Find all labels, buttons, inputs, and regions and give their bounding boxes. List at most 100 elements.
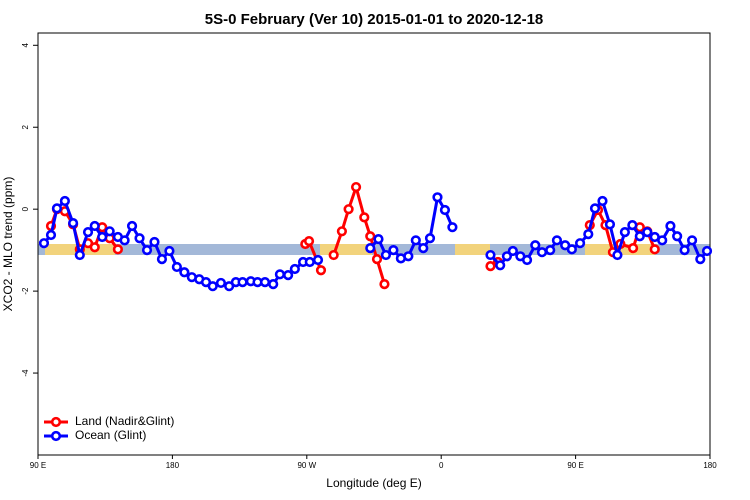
data-point xyxy=(373,233,384,245)
data-point xyxy=(627,220,638,231)
x-tick-label: 0 xyxy=(439,461,444,470)
data-point xyxy=(336,226,347,237)
data-point xyxy=(215,277,227,289)
data-point xyxy=(701,245,713,257)
data-point xyxy=(141,245,153,256)
data-point xyxy=(604,219,616,230)
legend-marker xyxy=(50,416,62,428)
data-point xyxy=(171,261,182,273)
data-point xyxy=(447,222,458,233)
data-point xyxy=(403,251,414,262)
x-tick-label: 90 E xyxy=(30,461,46,470)
data-point xyxy=(612,249,623,261)
data-point xyxy=(597,195,608,207)
y-tick-label: 0 xyxy=(21,206,30,211)
data-point xyxy=(237,277,248,288)
data-point xyxy=(686,235,698,246)
data-point xyxy=(657,235,668,246)
y-tick-label: 2 xyxy=(21,124,30,129)
data-point xyxy=(365,231,376,242)
data-point xyxy=(59,195,70,207)
data-point xyxy=(126,220,138,232)
data-point xyxy=(283,270,294,281)
data-point xyxy=(315,265,327,276)
data-point xyxy=(289,263,300,275)
data-point xyxy=(551,235,563,246)
data-point xyxy=(642,227,653,238)
data-point xyxy=(574,238,586,249)
x-axis-label: Longitude (deg E) xyxy=(326,476,421,490)
x-tick-label: 90 W xyxy=(297,461,316,470)
data-point xyxy=(134,233,145,244)
data-point xyxy=(89,242,100,253)
data-point xyxy=(82,227,94,238)
data-point xyxy=(51,203,63,214)
data-point xyxy=(566,244,577,255)
y-axis-label: XCO2 - MLO trend (ppm) xyxy=(1,177,15,312)
data-point xyxy=(365,242,376,254)
data-point xyxy=(424,233,436,244)
data-point xyxy=(589,203,601,214)
data-point xyxy=(112,244,123,255)
x-tick-label: 180 xyxy=(703,461,717,470)
data-point xyxy=(149,236,160,248)
data-point xyxy=(359,212,370,223)
data-point xyxy=(268,279,279,290)
y-tick-label: -4 xyxy=(21,369,30,377)
data-point xyxy=(179,267,190,278)
plot-frame xyxy=(37,32,711,456)
data-point xyxy=(695,254,706,265)
data-point xyxy=(495,260,506,271)
data-point xyxy=(583,229,594,240)
data-point xyxy=(410,235,421,246)
data-point xyxy=(649,244,660,255)
data-point xyxy=(379,279,390,290)
land-band xyxy=(320,244,372,255)
data-point xyxy=(521,254,533,266)
data-point xyxy=(507,245,518,257)
y-tick-label: 4 xyxy=(21,43,30,48)
data-point xyxy=(627,242,639,254)
data-point xyxy=(530,240,541,251)
data-point xyxy=(672,231,683,242)
data-point xyxy=(259,277,271,288)
data-point xyxy=(67,218,79,229)
legend: Land (Nadir&Glint)Ocean (Glint) xyxy=(44,414,174,442)
data-point xyxy=(388,245,399,256)
data-point xyxy=(45,229,57,241)
x-tick-label: 180 xyxy=(166,461,180,470)
data-point xyxy=(485,261,496,272)
series xyxy=(38,192,713,292)
data-point xyxy=(380,249,392,261)
land-band xyxy=(455,244,490,255)
chart-title: 5S-0 February (Ver 10) 2015-01-01 to 202… xyxy=(205,11,544,28)
data-point xyxy=(439,204,451,216)
data-point xyxy=(665,220,676,232)
data-point xyxy=(156,254,168,265)
data-point xyxy=(501,251,513,262)
data-point xyxy=(304,256,315,268)
data-point xyxy=(350,181,362,193)
data-point xyxy=(303,236,315,247)
data-point xyxy=(38,238,50,249)
data-point xyxy=(679,245,690,256)
data-point xyxy=(274,269,286,280)
data-point xyxy=(328,249,339,261)
data-point xyxy=(343,204,354,215)
data-point xyxy=(634,231,645,242)
data-point xyxy=(312,254,324,266)
y-tick-label: -2 xyxy=(21,287,30,295)
x-tick-label: 90 E xyxy=(567,461,583,470)
data-point xyxy=(371,254,383,265)
data-point xyxy=(104,226,115,237)
data-point xyxy=(97,231,108,243)
legend-marker xyxy=(50,430,62,442)
data-point xyxy=(418,242,429,254)
data-point xyxy=(164,245,175,257)
data-point xyxy=(432,192,443,203)
data-point xyxy=(485,249,496,261)
legend-label: Land (Nadir&Glint) xyxy=(75,414,174,428)
legend-label: Ocean (Glint) xyxy=(75,428,146,442)
data-point xyxy=(536,247,548,258)
